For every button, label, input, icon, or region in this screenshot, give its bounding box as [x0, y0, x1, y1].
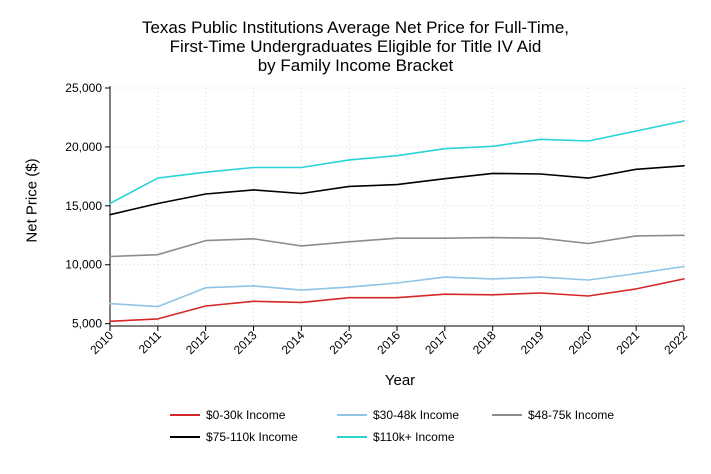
series-line-4: [109, 120, 685, 205]
legend-label: $75-110k Income: [206, 430, 298, 444]
grid: [109, 87, 685, 326]
legend-swatch-0-30k: [170, 413, 200, 416]
x-tick-label: 2014: [279, 328, 308, 357]
legend-item-48-75k: $48-75k Income: [492, 408, 614, 422]
x-axis-label: Year: [384, 372, 416, 389]
x-tick-label: 2012: [183, 328, 212, 357]
x-tick-label: 2015: [327, 328, 356, 357]
x-tick-label: 2022: [661, 328, 690, 357]
x-tick-label: 2010: [87, 328, 116, 357]
axes: [105, 86, 685, 331]
legend-item-110k-plus: $110k+ Income: [337, 430, 455, 444]
x-tick-label: 2013: [231, 328, 260, 357]
tick-labels: 5,000 10,000 15,000 20,000 25,000 2010 2011 201…: [65, 81, 690, 357]
y-tick-label: 15,000: [65, 199, 102, 213]
x-tick-label: 2018: [470, 328, 499, 357]
x-tick-label: 2019: [518, 328, 547, 357]
legend-swatch-48-75k: [492, 413, 522, 416]
chart-title-line-3: by Family Income Bracket: [257, 56, 454, 75]
y-tick-label: 20,000: [65, 140, 102, 154]
y-tick-label: 10,000: [65, 258, 102, 272]
series-lines: [109, 120, 685, 323]
y-axis-label: Net Price ($): [23, 158, 41, 243]
chart-title-line-2: First-Time Undergraduates Eligible for T…: [169, 37, 542, 56]
legend-label: $110k+ Income: [373, 430, 455, 444]
chart-title-line-1: Texas Public Institutions Average Net Pr…: [141, 18, 570, 37]
x-tick-label: 2017: [422, 328, 451, 357]
legend-label: $30-48k Income: [373, 408, 460, 422]
series-line-1: [109, 265, 685, 308]
legend-label: $48-75k Income: [528, 408, 615, 422]
legend-label: $0-30k Income: [206, 408, 286, 422]
legend-swatch-75-110k: [170, 435, 200, 438]
legend-item-30-48k: $30-48k Income: [337, 408, 459, 422]
series-line-0: [109, 278, 685, 323]
x-tick-label: 2011: [136, 328, 164, 356]
y-tick-label: 25,000: [65, 81, 102, 95]
legend-item-75-110k: $75-110k Income: [170, 430, 298, 444]
x-tick-label: 2020: [566, 328, 595, 357]
series-line-2: [109, 234, 685, 258]
x-tick-label: 2016: [374, 328, 403, 357]
legend-swatch-110k-plus: [337, 435, 367, 438]
x-tick-label: 2021: [614, 328, 643, 357]
y-tick-label: 5,000: [72, 317, 102, 331]
series-line-3: [109, 165, 685, 216]
legend-item-0-30k: $0-30k Income: [170, 408, 285, 422]
legend-swatch-30-48k: [337, 413, 367, 416]
